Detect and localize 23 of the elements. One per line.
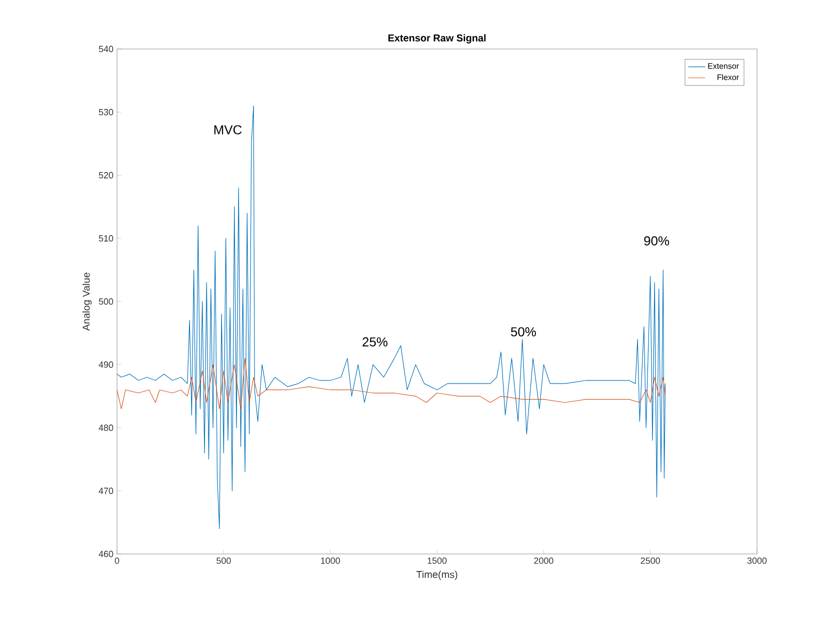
y-tick-label: 520 xyxy=(98,172,114,178)
y-tick-label: 490 xyxy=(98,361,114,368)
annotation: 90% xyxy=(644,236,670,246)
y-tick-label: 480 xyxy=(98,424,114,431)
annotation: MVC xyxy=(214,125,242,134)
x-tick-label: 500 xyxy=(216,558,231,564)
y-tick-label: 460 xyxy=(98,550,114,558)
y-axis-title: Analog Value xyxy=(82,272,92,331)
x-tick-label: 1500 xyxy=(428,558,447,564)
y-tick-label: 530 xyxy=(98,108,114,116)
x-tick-label: 3000 xyxy=(747,558,767,564)
y-tick-label: 500 xyxy=(98,298,114,305)
y-tick-label: 470 xyxy=(98,488,114,494)
annotation: 50% xyxy=(510,327,536,336)
y-tick-label: 540 xyxy=(98,46,114,52)
x-tick-label: 2500 xyxy=(640,558,660,564)
x-tick-label: 2000 xyxy=(534,558,554,564)
annotation: 25% xyxy=(362,337,388,346)
x-tick-label: 1000 xyxy=(321,558,340,564)
x-axis-title: Time(ms) xyxy=(416,570,458,580)
x-tick-label: 0 xyxy=(114,558,120,564)
chart-title: Extensor Raw Signal xyxy=(388,34,486,44)
y-tick-label: 510 xyxy=(98,235,114,242)
